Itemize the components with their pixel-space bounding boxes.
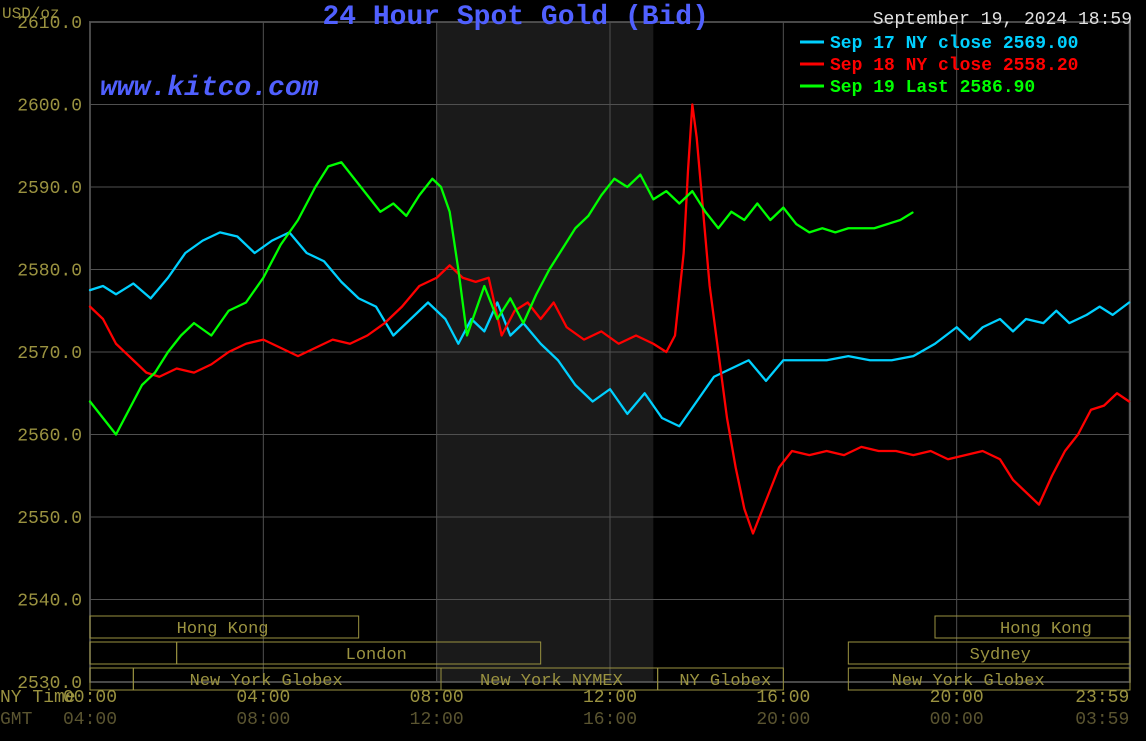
market-session-label: Hong Kong [177, 620, 269, 639]
x-tick-gmt: 12:00 [410, 710, 464, 730]
svg-text:2600.0: 2600.0 [17, 97, 82, 117]
timestamp-label: September 19, 2024 18:59 [873, 10, 1132, 30]
legend-entry: Sep 17 NY close 2569.00 [830, 34, 1078, 54]
x-tick-ny: 00:00 [63, 688, 117, 708]
market-session-label: London [346, 646, 407, 665]
svg-text:2560.0: 2560.0 [17, 427, 82, 447]
svg-text:2580.0: 2580.0 [17, 262, 82, 282]
svg-text:2540.0: 2540.0 [17, 592, 82, 612]
watermark: www.kitco.com [100, 73, 319, 104]
x-tick-ny: 20:00 [930, 688, 984, 708]
axis-row-label: GMT [0, 710, 33, 730]
market-session-label: Sydney [970, 646, 1031, 665]
x-tick-gmt: 03:59 [1075, 710, 1129, 730]
x-tick-ny: 12:00 [583, 688, 637, 708]
gold-spot-chart: 2530.02540.02550.02560.02570.02580.02590… [0, 0, 1146, 741]
x-tick-gmt: 08:00 [236, 710, 290, 730]
svg-text:2590.0: 2590.0 [17, 179, 82, 199]
x-tick-gmt: 00:00 [930, 710, 984, 730]
x-tick-ny: 16:00 [756, 688, 810, 708]
x-tick-ny: 23:59 [1075, 688, 1129, 708]
x-tick-gmt: 04:00 [63, 710, 117, 730]
x-tick-gmt: 16:00 [583, 710, 637, 730]
x-tick-ny: 04:00 [236, 688, 290, 708]
legend-entry: Sep 18 NY close 2558.20 [830, 56, 1078, 76]
svg-text:2570.0: 2570.0 [17, 344, 82, 364]
chart-title: 24 Hour Spot Gold (Bid) [322, 2, 708, 33]
market-session-label: Hong Kong [1000, 620, 1092, 639]
x-tick-ny: 08:00 [410, 688, 464, 708]
x-tick-gmt: 20:00 [756, 710, 810, 730]
units-label: USD/oz [2, 5, 60, 23]
svg-text:2550.0: 2550.0 [17, 509, 82, 529]
legend-entry: Sep 19 Last 2586.90 [830, 78, 1035, 98]
